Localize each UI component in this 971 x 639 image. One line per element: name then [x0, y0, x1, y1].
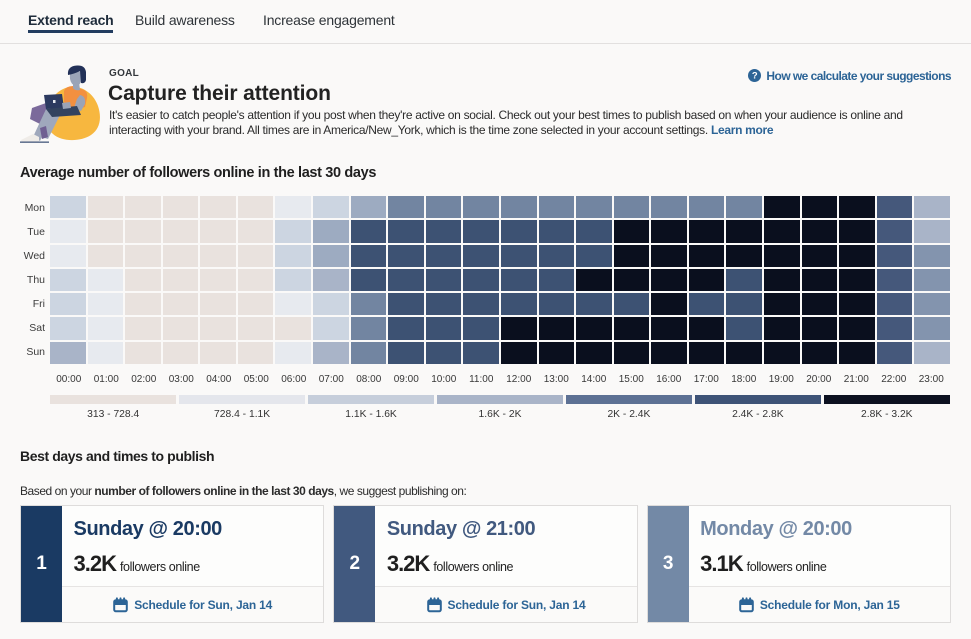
svg-text:?: ? [752, 71, 758, 82]
